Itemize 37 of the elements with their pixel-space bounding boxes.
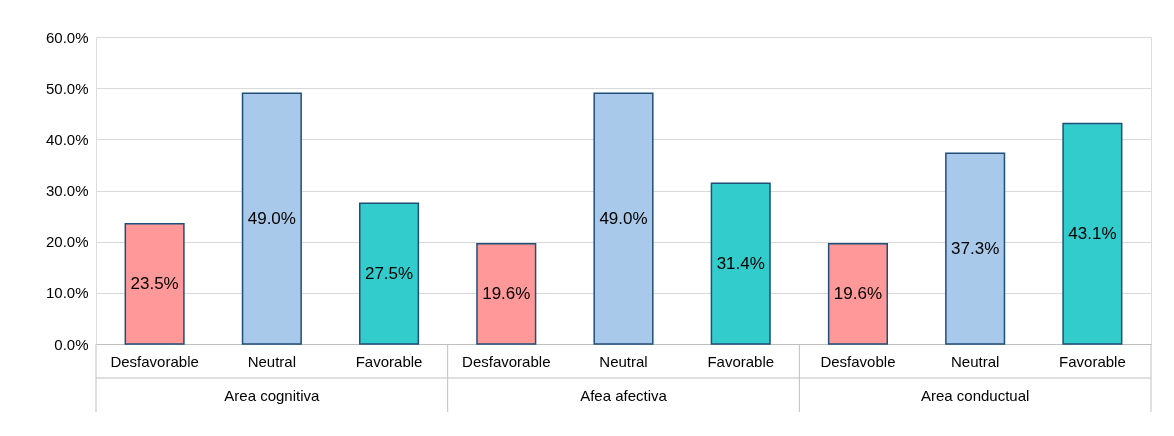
data-label: 31.4% [716,253,765,273]
y-tick-label: 40.0% [45,130,89,148]
x-tick-label: Desfavorable [110,352,199,370]
data-label: 23.5% [130,273,179,293]
bar [476,242,537,345]
data-label: 49.0% [247,208,296,228]
y-tick-label: 60.0% [45,28,89,46]
bar [827,242,888,345]
x-tick-label: Neutral [950,352,1000,370]
bar [593,92,654,345]
x-tick-label: Neutral [599,352,648,370]
y-tick-label: 30.0% [45,182,89,199]
x-tick-label: Favorable [1059,352,1126,370]
bar [710,182,771,345]
data-label: 19.6% [833,283,883,303]
y-tick-label: 20.0% [45,233,89,251]
bar [241,92,302,345]
x-tick-label: Favorable [355,352,423,370]
y-tick-label: 10.0% [45,284,89,302]
data-label: 49.0% [599,208,648,228]
data-label: 43.1% [1068,223,1117,243]
bar [945,152,1006,345]
text: Area conductual [920,387,1030,404]
bar [1062,122,1123,345]
data-label: 27.5% [364,263,414,283]
text: Afea afectiva [580,387,668,404]
y-tick-label: 0.0% [54,335,89,353]
data-label: 19.6% [482,283,531,303]
y-tick-label: 50.0% [45,79,89,97]
x-tick-label: Desfavorable [462,352,551,370]
bar [124,223,185,345]
text: Area cognitiva [224,387,321,404]
bar [359,202,420,345]
x-tick-label: Favorable [707,352,775,370]
data-label: 37.3% [951,238,1000,258]
x-tick-label: Neutral [247,352,297,370]
x-tick-label: Desfavoble [820,352,896,370]
